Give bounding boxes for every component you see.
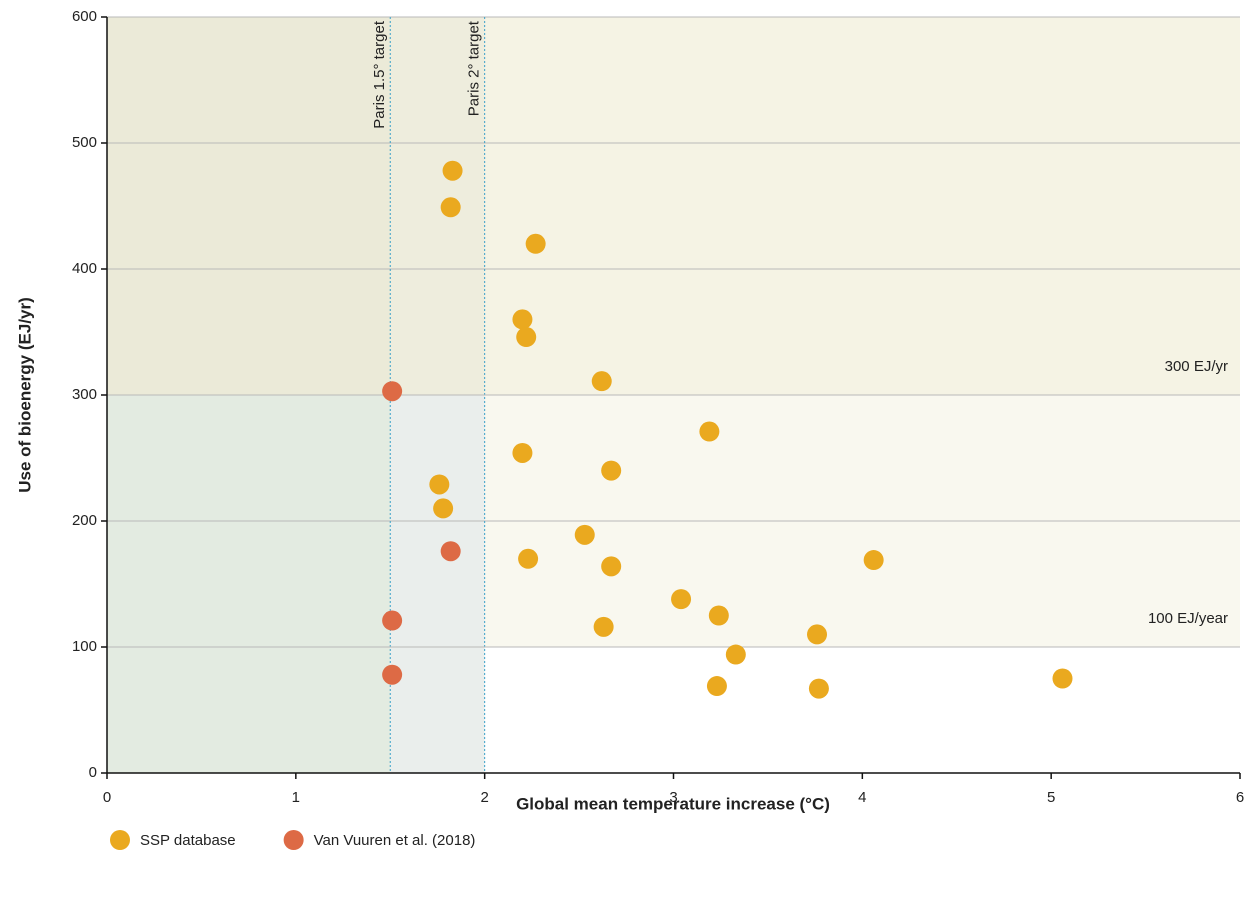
region bbox=[390, 395, 485, 773]
y-tick-label: 400 bbox=[72, 260, 97, 277]
threshold-label: Paris 1.5° target bbox=[371, 20, 388, 129]
legend-label: Van Vuuren et al. (2018) bbox=[314, 832, 476, 849]
x-tick-label: 6 bbox=[1236, 789, 1244, 806]
legend-marker bbox=[110, 830, 130, 850]
region bbox=[107, 395, 391, 773]
point bbox=[382, 664, 403, 685]
point bbox=[382, 610, 403, 631]
y-tick-label: 500 bbox=[72, 134, 97, 151]
x-tick-label: 0 bbox=[103, 789, 111, 806]
region bbox=[390, 17, 485, 395]
x-tick-label: 5 bbox=[1047, 789, 1055, 806]
threshold-label: 300 EJ/yr bbox=[1165, 358, 1228, 375]
y-axis-title: Use of bioenergy (EJ/yr) bbox=[15, 297, 34, 493]
point bbox=[808, 678, 829, 699]
point bbox=[863, 550, 884, 571]
y-tick-label: 0 bbox=[89, 764, 97, 781]
y-tick-label: 300 bbox=[72, 386, 97, 403]
point bbox=[429, 474, 450, 495]
y-tick-label: 200 bbox=[72, 512, 97, 529]
point bbox=[516, 327, 537, 348]
point bbox=[440, 541, 461, 562]
point bbox=[525, 233, 546, 254]
point bbox=[591, 371, 612, 392]
y-tick-label: 100 bbox=[72, 638, 97, 655]
x-tick-label: 4 bbox=[858, 789, 866, 806]
region bbox=[107, 17, 391, 395]
point bbox=[574, 524, 595, 545]
point bbox=[601, 556, 622, 577]
point bbox=[512, 442, 533, 463]
x-tick-label: 2 bbox=[480, 789, 488, 806]
point bbox=[706, 676, 727, 697]
threshold-label: Paris 2° target bbox=[466, 20, 483, 116]
point bbox=[807, 624, 828, 645]
x-tick-label: 1 bbox=[292, 789, 300, 806]
point bbox=[433, 498, 454, 519]
point bbox=[725, 644, 746, 665]
x-axis-title: Global mean temperature increase (°C) bbox=[516, 794, 830, 813]
point bbox=[601, 460, 622, 481]
point bbox=[382, 381, 403, 402]
point bbox=[1052, 668, 1073, 689]
point bbox=[699, 421, 720, 442]
point bbox=[671, 589, 692, 610]
point bbox=[440, 197, 461, 218]
point bbox=[512, 309, 533, 330]
legend-label: SSP database bbox=[140, 832, 236, 849]
legend-marker bbox=[283, 830, 304, 850]
y-tick-label: 600 bbox=[72, 8, 97, 25]
x-tick-label: 3 bbox=[669, 789, 677, 806]
point bbox=[593, 616, 614, 637]
threshold-label: 100 EJ/year bbox=[1148, 610, 1228, 627]
point bbox=[442, 160, 463, 181]
point bbox=[518, 548, 539, 569]
point bbox=[708, 605, 729, 626]
